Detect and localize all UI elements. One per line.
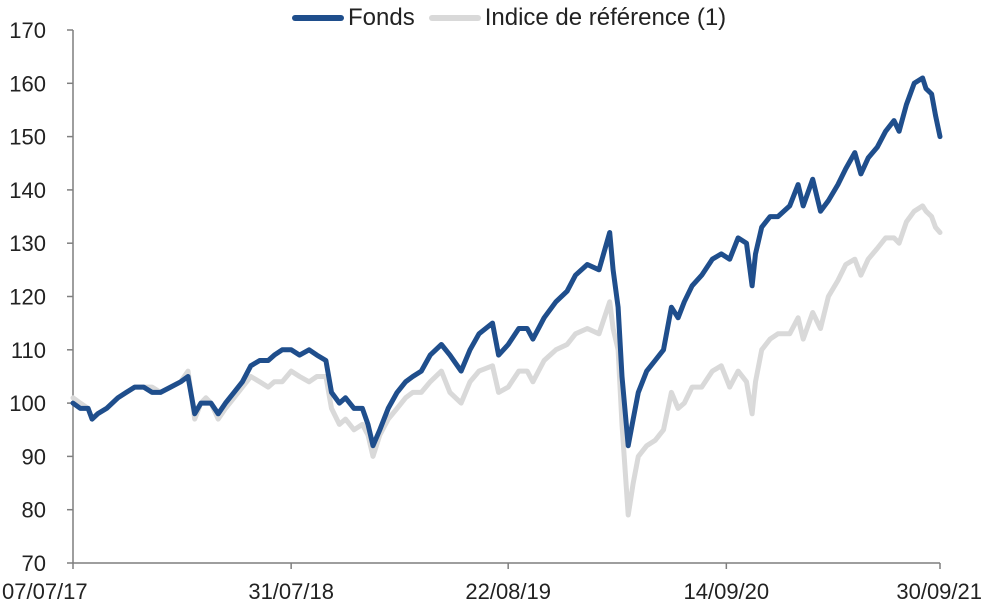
series-line-indice-reference	[70, 203, 943, 518]
y-tick-label: 160	[9, 71, 46, 96]
y-tick-label: 110	[11, 338, 46, 363]
axes	[67, 29, 941, 569]
y-tick-label: 150	[9, 125, 46, 150]
legend-item-indice: Indice de référence (1)	[428, 4, 727, 32]
legend-label-indice: Indice de référence (1)	[484, 4, 727, 31]
legend-swatch-indice	[428, 15, 481, 21]
y-tick-label: 100	[9, 391, 46, 416]
x-tick-label: 30/09/21	[896, 579, 982, 604]
legend-label-fonds: Fonds	[348, 4, 415, 31]
y-tick-label: 80	[22, 498, 46, 523]
series-lines	[70, 75, 943, 518]
legend-swatch-fonds	[292, 15, 344, 21]
y-tick-label: 70	[22, 551, 46, 576]
x-tick-labels: 07/07/17 31/07/18 22/08/19 14/09/20 30/09/21	[2, 579, 982, 604]
x-tick-label: 14/09/20	[684, 579, 770, 604]
legend: Fonds Indice de référence (1)	[292, 4, 740, 32]
series-line-fonds	[70, 75, 943, 449]
x-tick-label: 31/07/18	[248, 579, 334, 604]
y-tick-label: 140	[9, 178, 46, 203]
x-tick-label: 07/07/17	[2, 579, 88, 604]
y-tick-label: 90	[22, 444, 46, 469]
y-tick-label: 120	[9, 285, 46, 310]
x-tick-label: 22/08/19	[465, 579, 551, 604]
legend-item-fonds: Fonds	[292, 4, 415, 32]
y-tick-label: 130	[9, 231, 46, 256]
y-tick-label: 170	[9, 18, 46, 43]
y-tick-labels: 70 80 90 100 110 120 130 140 150 160 170	[9, 18, 46, 576]
